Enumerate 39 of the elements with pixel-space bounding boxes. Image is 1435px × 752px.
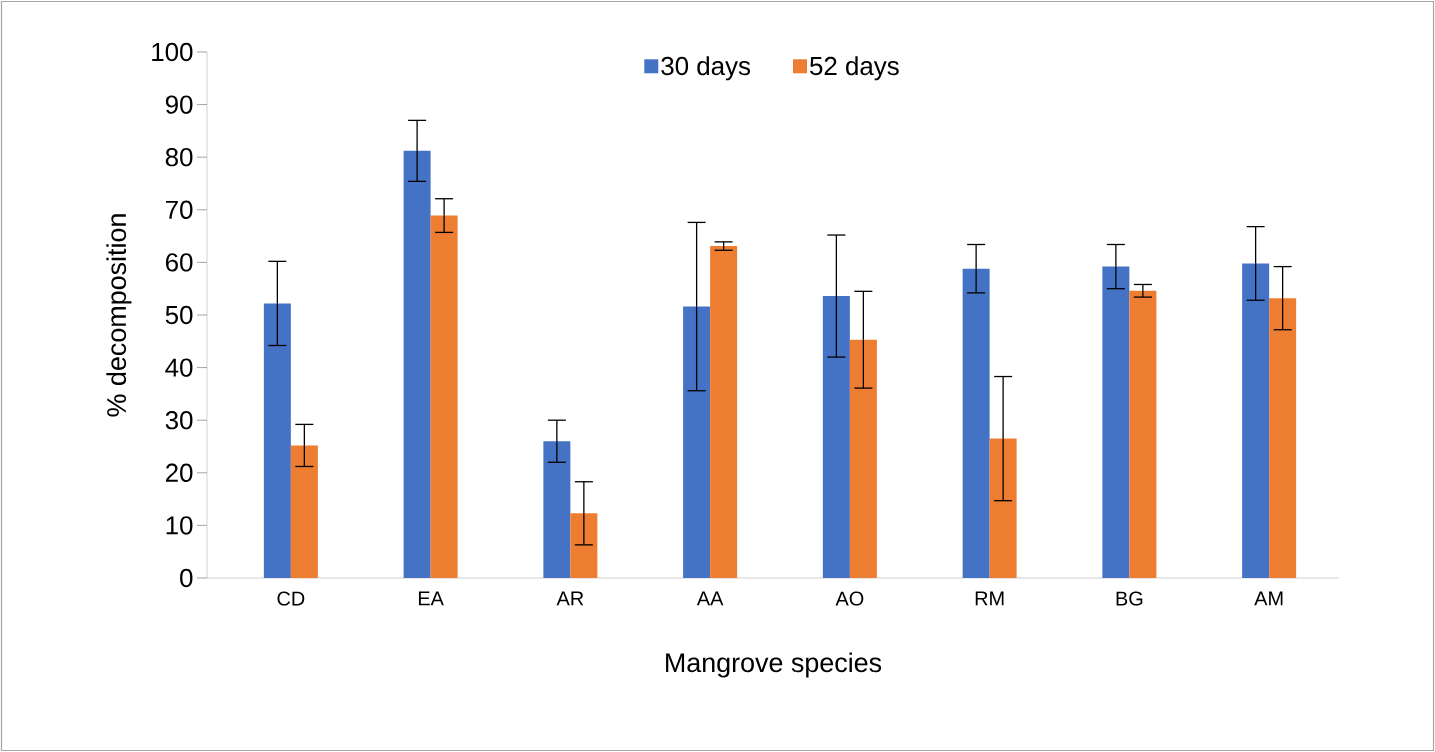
x-tick-label: AO: [835, 591, 864, 606]
bar: [290, 445, 318, 578]
y-tick-label: 100: [152, 42, 193, 62]
bar: [430, 215, 458, 578]
y-tick-label: 50: [165, 305, 193, 325]
x-tick-label: AA: [696, 591, 724, 606]
bar: [962, 268, 990, 578]
bar: [822, 296, 850, 578]
bar: [989, 438, 1017, 578]
y-tick-label: 60: [165, 253, 193, 272]
bar: [1269, 298, 1297, 578]
bar: [1102, 266, 1130, 578]
bar: [1129, 290, 1157, 578]
y-tick-label: 40: [165, 358, 193, 377]
bar: [543, 441, 571, 578]
bar: [403, 150, 431, 578]
bar: [1242, 263, 1270, 578]
bar: [683, 306, 711, 578]
y-tick-label: 10: [166, 516, 193, 535]
y-tick-label: 90: [165, 95, 193, 114]
y-tick-label: 70: [166, 200, 193, 219]
bar: [263, 303, 291, 578]
bar: [849, 339, 877, 578]
x-tick-label: AR: [556, 591, 584, 606]
x-tick-label: CD: [277, 591, 305, 606]
bar: [570, 513, 598, 578]
y-tick-label: 30: [165, 411, 193, 430]
x-axis-title: Mangrove species: [666, 652, 882, 678]
x-tick-label: RM: [975, 591, 1004, 606]
legend-label: 52 days: [810, 56, 899, 81]
y-tick-label: 80: [165, 148, 193, 167]
legend-label: 30 days: [661, 56, 751, 81]
y-axis-title: % decomposition: [106, 214, 132, 417]
bar: [710, 246, 738, 578]
x-tick-label: BG: [1116, 591, 1143, 606]
y-tick-label: 0: [180, 568, 193, 588]
x-tick-label: AM: [1254, 591, 1283, 606]
y-tick-label: 20: [165, 463, 193, 482]
x-tick-label: EA: [418, 591, 444, 606]
